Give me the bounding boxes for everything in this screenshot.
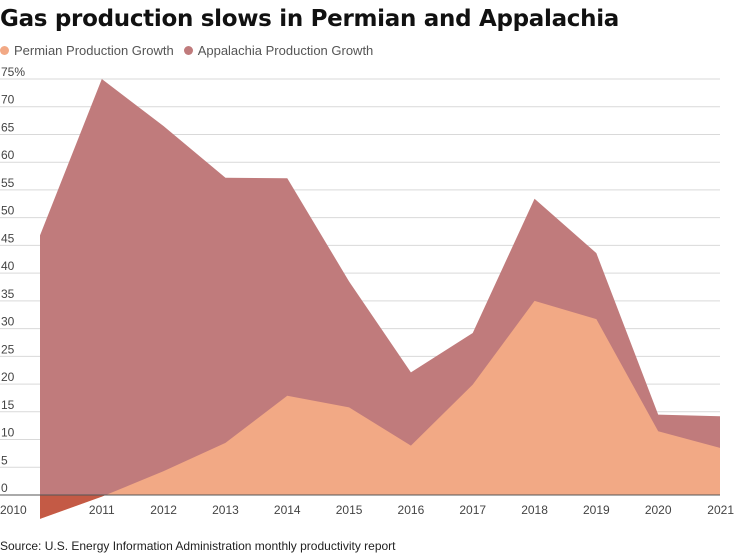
x-tick-label: 2012 [150, 503, 177, 517]
x-tick-label: 2013 [212, 503, 239, 517]
legend-label-appalachia: Appalachia Production Growth [197, 43, 374, 58]
x-tick-label: 2016 [398, 503, 425, 517]
y-tick-label: 75% [1, 65, 25, 79]
y-tick-label: 50 [1, 204, 15, 218]
chart-legend: Permian Production Growth Appalachia Pro… [0, 43, 383, 58]
y-tick-label: 10 [1, 426, 15, 440]
y-tick-label: 60 [1, 148, 15, 162]
y-tick-label: 25 [1, 342, 15, 356]
chart-title: Gas production slows in Permian and Appa… [0, 6, 620, 32]
y-tick-label: 5 [1, 453, 8, 467]
x-tick-label: 2015 [336, 503, 363, 517]
y-tick-label: 30 [1, 315, 15, 329]
x-tick-label: 2020 [645, 503, 672, 517]
legend-item-appalachia: Appalachia Production Growth [183, 43, 374, 58]
x-tick-label: 2014 [274, 503, 301, 517]
legend-label-permian: Permian Production Growth [14, 43, 174, 58]
y-tick-label: 15 [1, 398, 15, 412]
x-tick-label: 2019 [583, 503, 610, 517]
y-tick-label: 35 [1, 287, 15, 301]
y-tick-label: 40 [1, 259, 15, 273]
y-tick-label: 20 [1, 370, 15, 384]
x-tick-label: 2011 [89, 503, 115, 517]
y-tick-label: 65 [1, 120, 15, 134]
x-tick-label: 2017 [459, 503, 486, 517]
legend-swatch-permian [0, 46, 9, 55]
source-note: Source: U.S. Energy Information Administ… [0, 539, 396, 553]
y-tick-label: 55 [1, 176, 15, 190]
x-tick-label: 2018 [521, 503, 548, 517]
y-tick-label: 0 [1, 481, 8, 495]
y-tick-label: 45 [1, 231, 15, 245]
x-tick-label: 2010 [0, 503, 27, 517]
area-permian [40, 300, 720, 519]
legend-swatch-appalachia [183, 46, 193, 55]
x-tick-label: 2021 [707, 503, 734, 517]
legend-item-permian: Permian Production Growth [0, 43, 174, 58]
y-tick-label: 70 [1, 93, 15, 107]
